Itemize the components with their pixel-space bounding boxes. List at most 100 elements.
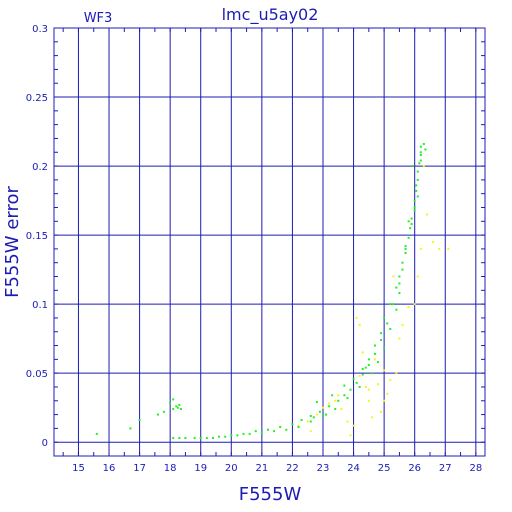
x-tick-label: 17 <box>133 463 146 474</box>
main-point <box>418 162 421 165</box>
main-point <box>337 399 340 402</box>
secondary-point <box>321 406 324 409</box>
main-point <box>380 339 383 342</box>
main-point <box>291 423 294 426</box>
y-tick-label: 0.3 <box>32 24 48 35</box>
main-point <box>156 413 159 416</box>
main-point <box>389 303 392 306</box>
main-point <box>349 388 352 391</box>
main-point <box>424 148 427 151</box>
main-point <box>325 413 328 416</box>
main-point <box>334 408 337 411</box>
y-tick-label: 0.1 <box>32 300 48 311</box>
main-point <box>205 437 208 440</box>
secondary-point <box>398 337 401 340</box>
x-tick-label: 25 <box>378 463 391 474</box>
main-point <box>211 437 214 440</box>
main-point <box>383 347 386 350</box>
y-tick-label: 0.05 <box>26 369 48 380</box>
x-tick-label: 24 <box>347 463 360 474</box>
main-point <box>380 332 383 335</box>
main-point <box>409 227 412 230</box>
x-tick-label: 26 <box>408 463 421 474</box>
main-point <box>163 410 166 413</box>
main-point <box>169 402 172 405</box>
secondary-point <box>425 213 428 216</box>
main-point <box>415 184 418 187</box>
main-point <box>413 206 416 209</box>
secondary-point <box>422 165 425 168</box>
main-point <box>419 151 422 154</box>
secondary-point <box>352 424 355 427</box>
main-point <box>230 434 233 437</box>
x-axis-label: F555W <box>239 484 302 505</box>
secondary-point <box>413 303 416 306</box>
main-point <box>346 397 349 400</box>
main-point <box>373 344 376 347</box>
y-tick-label: 0.2 <box>32 162 48 173</box>
main-point <box>370 372 373 375</box>
secondary-point <box>355 316 358 319</box>
main-point <box>254 430 257 433</box>
secondary-point <box>349 434 352 437</box>
main-point <box>401 261 404 264</box>
grid <box>54 27 485 456</box>
main-point <box>398 282 401 285</box>
chart-title: lmc_u5ay02 <box>222 5 319 25</box>
main-point <box>407 220 410 223</box>
main-point <box>224 435 227 438</box>
plot-area <box>53 27 486 457</box>
main-point <box>404 252 407 255</box>
main-point <box>398 292 401 295</box>
secondary-point <box>346 420 349 423</box>
main-point <box>386 322 389 325</box>
x-tick-label: 28 <box>469 463 482 474</box>
main-point <box>413 209 416 212</box>
main-point <box>285 428 288 431</box>
main-point <box>419 159 422 162</box>
main-point <box>236 434 239 437</box>
data-points <box>95 142 450 440</box>
main-point <box>395 286 398 289</box>
main-point <box>401 268 404 271</box>
main-point <box>410 217 413 220</box>
x-tick-label: 19 <box>194 463 207 474</box>
main-point <box>178 437 181 440</box>
main-point <box>172 398 175 401</box>
secondary-point <box>392 275 395 278</box>
main-point <box>318 410 321 413</box>
main-point <box>309 420 312 423</box>
main-point <box>361 368 364 371</box>
main-point <box>389 327 392 330</box>
main-point <box>242 432 245 435</box>
secondary-point <box>370 416 373 419</box>
main-point <box>422 142 425 145</box>
main-point <box>260 431 263 434</box>
secondary-point <box>380 410 383 413</box>
y-axis-label: F555W error <box>2 186 23 298</box>
secondary-point <box>334 399 337 402</box>
main-point <box>178 403 181 406</box>
x-tick-label: 22 <box>286 463 299 474</box>
x-tick-label: 27 <box>439 463 452 474</box>
secondary-point <box>401 323 404 326</box>
x-tick-label: 15 <box>72 463 85 474</box>
main-point <box>321 414 324 417</box>
main-point <box>416 170 419 173</box>
main-point <box>373 352 376 355</box>
main-point <box>199 437 202 440</box>
secondary-point <box>383 369 386 372</box>
main-point <box>410 223 413 226</box>
secondary-point <box>389 379 392 382</box>
main-point <box>328 405 331 408</box>
secondary-point <box>438 247 441 250</box>
secondary-point <box>306 420 309 423</box>
main-point <box>367 358 370 361</box>
main-point <box>419 154 422 157</box>
main-point <box>273 430 276 433</box>
main-point <box>331 394 334 397</box>
secondary-point <box>395 372 398 375</box>
main-point <box>358 385 361 388</box>
secondary-point <box>297 424 300 427</box>
